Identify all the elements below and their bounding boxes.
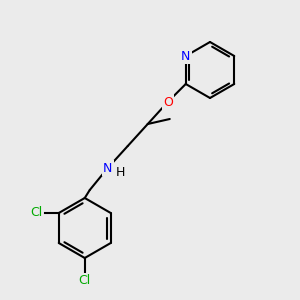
Text: H: H [116, 166, 125, 178]
Text: Cl: Cl [31, 206, 43, 220]
Text: N: N [181, 50, 190, 62]
Text: Cl: Cl [79, 274, 91, 287]
Text: N: N [103, 161, 112, 175]
Text: O: O [163, 95, 173, 109]
